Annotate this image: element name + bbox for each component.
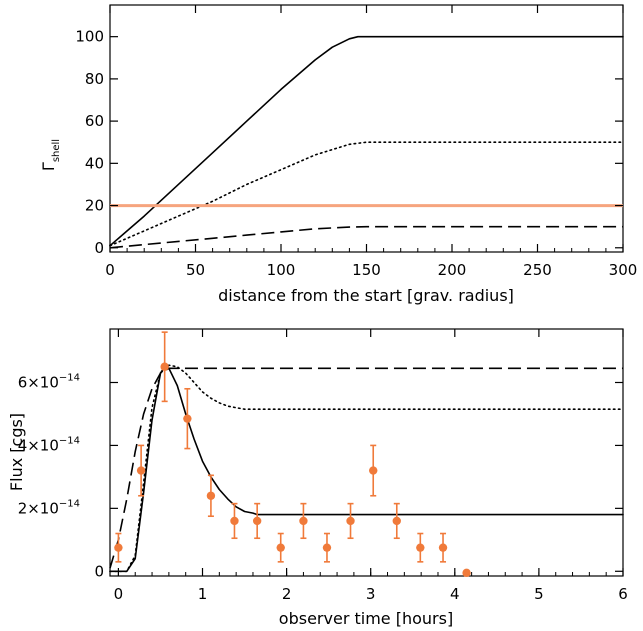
top-x-tick-label: 300 <box>609 261 638 279</box>
top-plot-frame <box>109 4 624 253</box>
top-series-dashed-2 <box>109 225 623 249</box>
svg-text:Γshell: Γshell <box>39 139 62 171</box>
data-point <box>346 516 355 526</box>
data-point <box>276 543 285 552</box>
bottom-x-tick-label: 1 <box>198 585 208 603</box>
bottom-y-tick-label: 6×10−14 <box>18 372 80 391</box>
top-series-solid-0 <box>109 35 624 247</box>
bottom-panel: 0 1 2 3 4 5 6 0 2×10−14 4×10−14 6×10−14 observer t… <box>7 328 628 628</box>
bottom-x-tick-label: 2 <box>282 585 292 603</box>
top-y-tick-label: 60 <box>85 112 104 130</box>
data-point <box>322 543 332 552</box>
bottom-x-tick-label: 3 <box>366 585 376 603</box>
data-point <box>183 414 192 423</box>
top-ticks-group: 0 50 100 150 200 250 300 0 20 40 60 80 100 <box>75 5 637 279</box>
top-series-dotted-1 <box>109 141 624 247</box>
top-y-label-sub: shell <box>51 139 62 162</box>
bottom-y-tick-label: 2×10−14 <box>18 498 80 517</box>
bottom-x-tick-label: 6 <box>618 585 628 603</box>
bottom-y-axis-label: Flux [cgs] <box>7 413 26 491</box>
bottom-series-dashed-2 <box>109 367 623 569</box>
data-point <box>206 491 216 500</box>
top-y-tick-label: 80 <box>85 70 104 88</box>
bottom-ticks-group: 0 1 2 3 4 5 6 0 2×10−14 4×10−14 6×10−14 <box>18 329 628 603</box>
bottom-x-axis-label: observer time [hours] <box>279 609 453 628</box>
top-y-tick-label: 20 <box>85 197 104 215</box>
data-point <box>369 466 378 475</box>
bottom-x-tick-label: 5 <box>534 585 544 603</box>
top-y-axis-label: Γshell <box>39 139 62 171</box>
top-panel: 0 50 100 150 200 250 300 0 20 40 60 80 100 distance … <box>39 4 637 305</box>
bottom-plot-frame <box>109 328 624 577</box>
top-y-tick-label: 40 <box>85 154 104 172</box>
top-y-tick-label: 0 <box>94 239 104 257</box>
data-point <box>114 543 123 552</box>
bottom-series-group <box>109 364 624 573</box>
bottom-x-tick-label: 0 <box>114 585 124 603</box>
bottom-x-tick-label: 4 <box>450 585 460 603</box>
bottom-series-solid-0 <box>109 366 624 573</box>
top-x-tick-label: 50 <box>186 261 205 279</box>
data-point <box>462 568 471 578</box>
data-point <box>252 516 262 526</box>
data-point <box>299 516 308 526</box>
top-x-tick-label: 150 <box>352 261 381 279</box>
top-x-axis-label: distance from the start [grav. radius] <box>218 286 514 305</box>
top-y-tick-label: 100 <box>75 28 104 46</box>
bottom-y-tick-label: 0 <box>94 562 104 580</box>
bottom-series-dotted-1 <box>109 364 624 573</box>
top-x-tick-label: 100 <box>267 261 296 279</box>
top-x-tick-label: 250 <box>523 261 552 279</box>
data-point <box>230 516 239 526</box>
bottom-points-group <box>114 331 471 578</box>
top-series-group <box>109 35 624 249</box>
top-x-tick-label: 0 <box>105 261 115 279</box>
data-point <box>136 466 146 475</box>
data-point <box>392 516 401 526</box>
data-point <box>160 362 169 371</box>
bottom-y-tick-label: 4×10−14 <box>18 435 80 454</box>
data-point <box>416 543 425 552</box>
top-y-label-main: Γ <box>39 162 58 171</box>
data-point <box>438 543 448 552</box>
top-x-tick-label: 200 <box>438 261 467 279</box>
